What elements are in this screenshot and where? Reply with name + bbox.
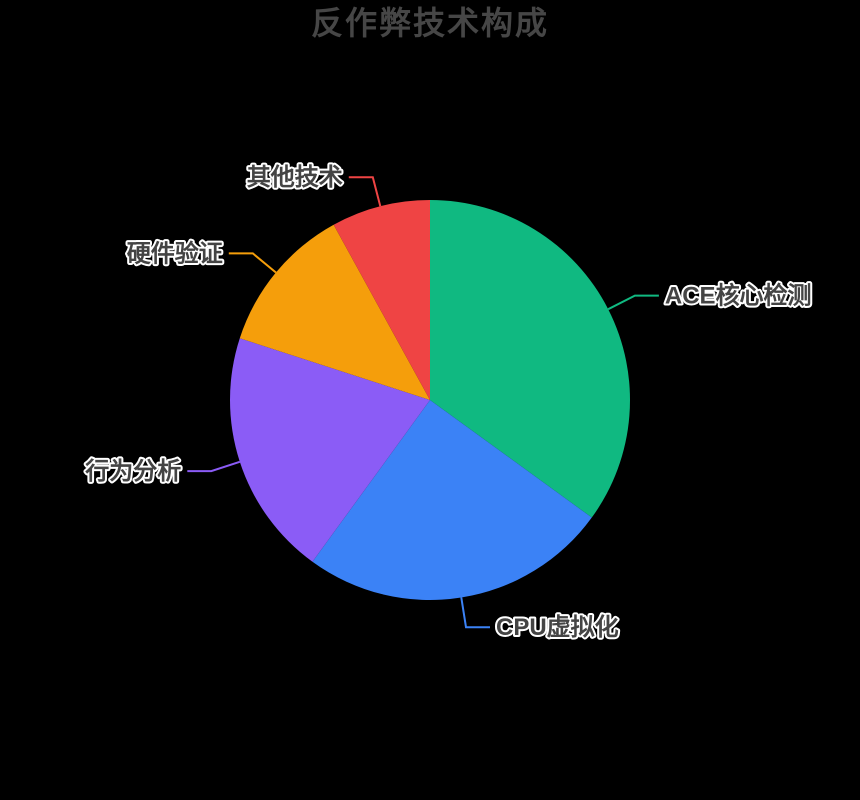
slice-label-4: 其他技术	[247, 164, 343, 191]
pie-slice-1[interactable]	[312, 400, 592, 600]
label-leader-line-3	[228, 252, 277, 274]
label-leader-line-1	[460, 597, 490, 629]
pie-slice-2[interactable]	[230, 338, 430, 562]
slice-label-2: 行为分析	[84, 457, 181, 485]
slice-label-3: 硬件验证	[127, 239, 223, 267]
pie-slice-0[interactable]	[430, 200, 630, 518]
label-leader-line-0	[607, 294, 659, 311]
label-leader-line-4	[348, 176, 382, 207]
slice-label-0: ACE核心检测	[665, 282, 812, 310]
pie-slice-3[interactable]	[239, 224, 430, 400]
pie-slice-4[interactable]	[333, 200, 430, 400]
slice-label-1: CPU虚拟化	[496, 613, 619, 641]
label-leader-line-2	[187, 460, 241, 473]
chart-title: 反作弊技术构成	[310, 5, 549, 41]
